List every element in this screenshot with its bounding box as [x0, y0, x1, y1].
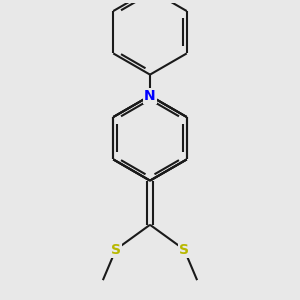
Text: S: S — [179, 242, 189, 256]
Text: N: N — [144, 89, 156, 103]
Text: S: S — [111, 242, 121, 256]
